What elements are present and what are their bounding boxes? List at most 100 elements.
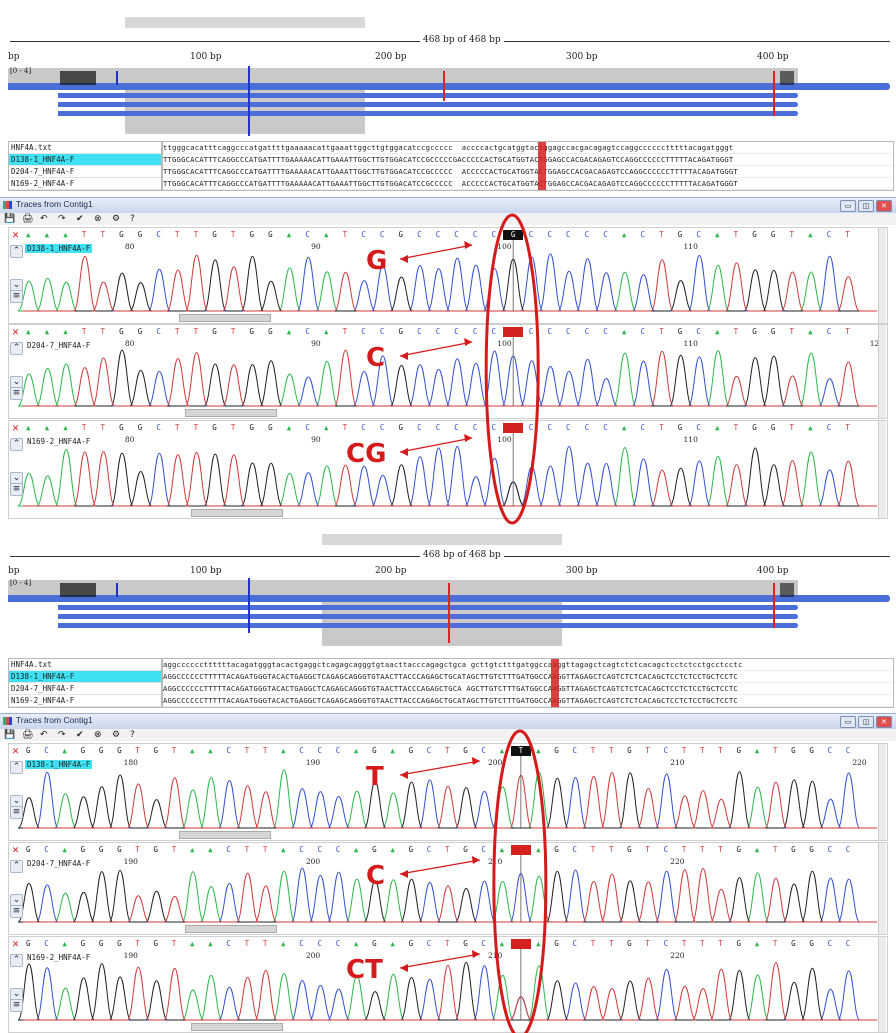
remove-trace-icon[interactable]: ✕ (11, 231, 20, 241)
collapse-trace-icon[interactable]: ⌃ (10, 954, 23, 967)
toolbar-button-7[interactable]: ? (130, 730, 135, 740)
seqname-n169[interactable]: N169-2_HNF4A-F (9, 178, 161, 190)
gc-menu-icon[interactable]: ≡ (10, 999, 23, 1012)
seqname-n169[interactable]: N169-2_HNF4A-F (9, 695, 161, 707)
sequence-alignment[interactable]: ttgggcacatttcaggcccatgattttgaaaaacattgaa… (162, 141, 894, 191)
trace-curve-C (23, 350, 877, 407)
base-call: C (696, 230, 701, 239)
base-call: T (244, 845, 250, 854)
expand-trace-icon[interactable]: ⌄ (10, 376, 23, 389)
remove-trace-icon[interactable]: ✕ (11, 424, 20, 434)
ruler-tick-200: 200 bp (375, 52, 407, 62)
vertical-scrollbar[interactable] (878, 325, 886, 418)
seqname-d204[interactable]: D204-7_HNF4A-F (9, 683, 161, 695)
restore-button[interactable]: ◫ (858, 200, 874, 212)
base-call: T (193, 423, 199, 432)
toolbar-button-5[interactable]: ⊗ (94, 214, 102, 224)
toolbar-button-2[interactable]: ↶ (40, 730, 48, 740)
horizontal-scrollbar[interactable] (191, 1023, 283, 1031)
base-call: C (379, 327, 385, 336)
ruler-selection[interactable] (125, 17, 365, 28)
seqname-d138[interactable]: D138-1_HNF4A-F (9, 154, 161, 166)
ruler-selection[interactable] (322, 534, 562, 545)
base-call: ▲ (26, 230, 31, 239)
toolbar-button-5[interactable]: ⊗ (94, 730, 102, 740)
position-label: 190 (123, 857, 138, 866)
expand-trace-icon[interactable]: ⌄ (10, 988, 23, 1001)
vertical-scrollbar[interactable] (878, 744, 886, 840)
minimize-button[interactable]: ▭ (840, 200, 856, 212)
toolbar-button-0[interactable]: 💾 (4, 214, 16, 224)
gc-menu-icon[interactable]: ≡ (10, 806, 23, 819)
toolbar-button-6[interactable]: ⚙ (112, 730, 121, 740)
vertical-scrollbar[interactable] (878, 843, 886, 934)
expand-trace-icon[interactable]: ⌄ (10, 894, 23, 907)
collapse-trace-icon[interactable]: ⌃ (10, 438, 23, 451)
collapse-trace-icon[interactable]: ⌃ (10, 245, 23, 258)
collapse-trace-icon[interactable]: ⌃ (10, 342, 23, 355)
trace-track-d204[interactable]: ✕ ⌃ ⌄ ≡ D204-7_HNF4A-F ▲ ▲ ▲ T T G G C T T G T G G ▲ C ▲ T C C G C… (8, 324, 888, 419)
collapse-trace-icon[interactable]: ⌃ (10, 761, 23, 774)
trace-curve-A (23, 769, 877, 829)
base-call: G (809, 845, 814, 854)
gc-menu-icon[interactable]: ≡ (10, 905, 23, 918)
coverage-overview[interactable]: [0 - 4] (8, 578, 890, 648)
toolbar-button-6[interactable]: ⚙ (112, 214, 121, 224)
sequence-alignment[interactable]: aggccccccttttttacagatgggtacactgaggctcaga… (162, 658, 894, 708)
vertical-scrollbar[interactable] (878, 421, 886, 518)
trace-track-d204[interactable]: ✕ ⌃ ⌄ ≡ D204-7_HNF4A-F G C ▲ G G G T G T ▲ ▲ C T T ▲ C C C ▲ G ▲ G… (8, 842, 888, 935)
vertical-scrollbar[interactable] (878, 937, 886, 1032)
toolbar-button-7[interactable]: ? (130, 214, 135, 224)
toolbar-button-0[interactable]: 💾 (4, 730, 16, 740)
close-button[interactable]: ✕ (876, 200, 892, 212)
base-call: T (193, 327, 199, 336)
remove-trace-icon[interactable]: ✕ (11, 940, 20, 950)
seqname-reference[interactable]: HNF4A.txt (9, 659, 161, 671)
remove-trace-icon[interactable]: ✕ (11, 747, 20, 757)
horizontal-scrollbar[interactable] (191, 509, 283, 517)
horizontal-scrollbar[interactable] (179, 314, 271, 322)
base-call: C (317, 845, 322, 854)
base-call: C (584, 423, 590, 432)
toolbar-button-2[interactable]: ↶ (40, 214, 48, 224)
base-call: T (100, 423, 105, 432)
base-call: ▲ (26, 423, 31, 432)
base-call: ▲ (715, 230, 720, 239)
horizontal-scrollbar[interactable] (185, 409, 277, 417)
seq-reference: ttgggcacatttcaggcccatgattttgaaaaacattgaa… (163, 142, 893, 154)
seqname-d204[interactable]: D204-7_HNF4A-F (9, 166, 161, 178)
toolbar-button-4[interactable]: ✔ (76, 214, 84, 224)
base-call: C (845, 746, 851, 755)
seqname-reference[interactable]: HNF4A.txt (9, 142, 161, 154)
horizontal-scrollbar[interactable] (185, 925, 277, 933)
base-call: G (408, 845, 414, 854)
coverage-overview[interactable]: [0 - 4] (8, 66, 890, 136)
expand-trace-icon[interactable]: ⌄ (10, 472, 23, 485)
close-button[interactable]: ✕ (876, 716, 892, 728)
vertical-scrollbar[interactable] (878, 228, 886, 323)
collapse-trace-icon[interactable]: ⌃ (10, 860, 23, 873)
trace-track-n169[interactable]: ✕ ⌃ ⌄ ≡ N169-2_HNF4A-F G C ▲ G G G T G T ▲ ▲ C T T ▲ C C C ▲ G ▲ G… (8, 936, 888, 1033)
toolbar-button-1[interactable]: 🖨 (22, 730, 34, 740)
toolbar-button-4[interactable]: ✔ (76, 730, 84, 740)
seqname-d138[interactable]: D138-1_HNF4A-F (9, 671, 161, 683)
trace-track-d138[interactable]: ✕ ⌃ ⌄ ≡ D138-1_HNF4A-F G C ▲ G G G T G T ▲ ▲ C T T ▲ C C C ▲ G ▲ G… (8, 743, 888, 841)
restore-button[interactable]: ◫ (858, 716, 874, 728)
remove-trace-icon[interactable]: ✕ (11, 846, 20, 856)
remove-trace-icon[interactable]: ✕ (11, 328, 20, 338)
base-call: C (603, 230, 608, 239)
minimize-button[interactable]: ▭ (840, 716, 856, 728)
trace-track-n169[interactable]: ✕ ⌃ ⌄ ≡ N169-2_HNF4A-F ▲ ▲ ▲ T T G G C T T G T G G ▲ C ▲ T C C G C… (8, 420, 888, 519)
toolbar-button-1[interactable]: 🖨 (22, 214, 34, 224)
toolbar-button-3[interactable]: ↷ (58, 214, 66, 224)
base-call: C (44, 939, 49, 948)
ruler-start-label: bp (8, 52, 20, 62)
gc-menu-icon[interactable]: ≡ (10, 483, 23, 496)
toolbar-button-3[interactable]: ↷ (58, 730, 66, 740)
base-call: C (454, 230, 459, 239)
base-call: G (408, 939, 414, 948)
gc-menu-icon[interactable]: ≡ (10, 290, 23, 303)
gc-menu-icon[interactable]: ≡ (10, 387, 23, 400)
horizontal-scrollbar[interactable] (179, 831, 271, 839)
trace-track-d138[interactable]: ✕ ⌃ ⌄ ≡ D138-1_HNF4A-F ▲ ▲ ▲ T T G G C T T G T G G ▲ C ▲ T C C G C… (8, 227, 888, 324)
